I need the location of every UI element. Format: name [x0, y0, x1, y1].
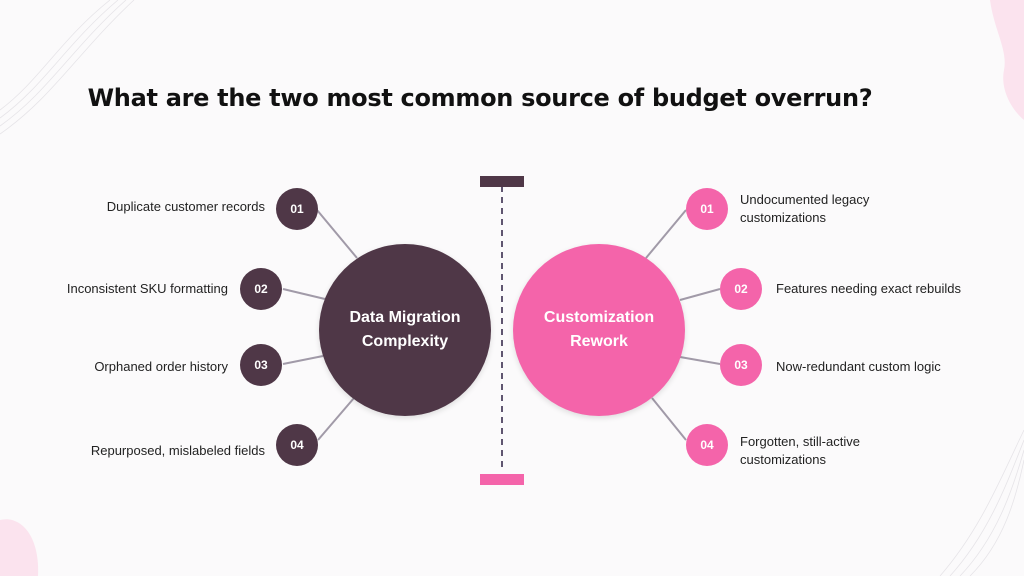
connector-left-03 [282, 355, 324, 365]
data-migration-hub-label: Data Migration Complexity [349, 309, 461, 350]
left-badge-02: 02 [240, 268, 282, 310]
right-badge-03: 03 [720, 344, 762, 386]
connector-right-04 [651, 397, 687, 441]
right-badge-02: 02 [720, 268, 762, 310]
left-item-01: Duplicate customer records [106, 199, 265, 214]
right-badge-01: 01 [686, 188, 728, 230]
left-badge-04: 04 [276, 424, 318, 466]
left-badge-03: 03 [240, 344, 282, 386]
divider-top-cap [480, 176, 524, 187]
connector-right-02 [679, 288, 721, 301]
right-item-04: Forgotten, still-active customizations [740, 434, 860, 467]
customization-hub: Customization Rework [513, 244, 685, 416]
right-badge-04: 04 [686, 424, 728, 466]
data-migration-hub: Data Migration Complexity [319, 244, 491, 416]
connector-left-02 [282, 288, 326, 300]
connector-left-04 [317, 397, 355, 441]
left-item-04: Repurposed, mislabeled fields [90, 443, 265, 458]
connector-right-01 [645, 209, 687, 259]
connector-left-01 [316, 209, 358, 259]
right-item-02: Features needing exact rebuilds [776, 281, 962, 296]
divider-bottom-cap [480, 474, 524, 485]
connector-right-03 [679, 356, 721, 365]
left-item-03: Orphaned order history [94, 359, 228, 374]
left-badge-01: 01 [276, 188, 318, 230]
page-title: What are the two most common source of b… [87, 84, 873, 112]
customization-hub-label: Customization Rework [543, 309, 655, 350]
right-item-03: Now-redundant custom logic [776, 359, 941, 374]
left-item-02: Inconsistent SKU formatting [66, 281, 228, 296]
right-item-01: Undocumented legacy customizations [740, 192, 870, 225]
